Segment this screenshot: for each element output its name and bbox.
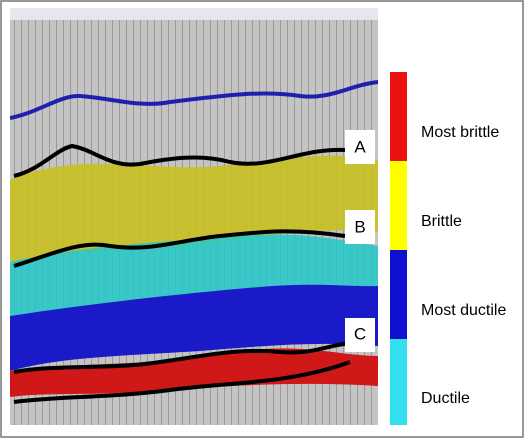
label-box [345,210,375,244]
most-brittle-band [10,348,378,397]
legend-swatch [390,72,407,161]
legend-swatch [390,339,407,425]
legend-label: Most brittle [421,124,499,141]
most-ductile-band [10,284,378,371]
seismic-section [10,20,378,425]
legend-label: Ductile [421,390,470,407]
label-box [345,318,375,352]
legend-swatch [390,250,407,339]
horizon-base [13,360,351,404]
horizon-b [13,229,346,268]
horizon-label: C [354,324,366,343]
horizon-label: A [354,137,366,156]
legend-swatch [390,161,407,250]
label-box [345,130,375,164]
legend: Most brittle Brittle Most ductile Ductil… [390,72,506,425]
horizon-label: B [354,217,365,236]
horizon-a [13,143,346,178]
horizon-c [13,342,346,374]
top-ruler [10,8,378,20]
brittle-band [10,155,378,262]
legend-label: Most ductile [421,302,506,319]
horizon-line [10,80,378,120]
legend-label: Brittle [421,213,462,230]
